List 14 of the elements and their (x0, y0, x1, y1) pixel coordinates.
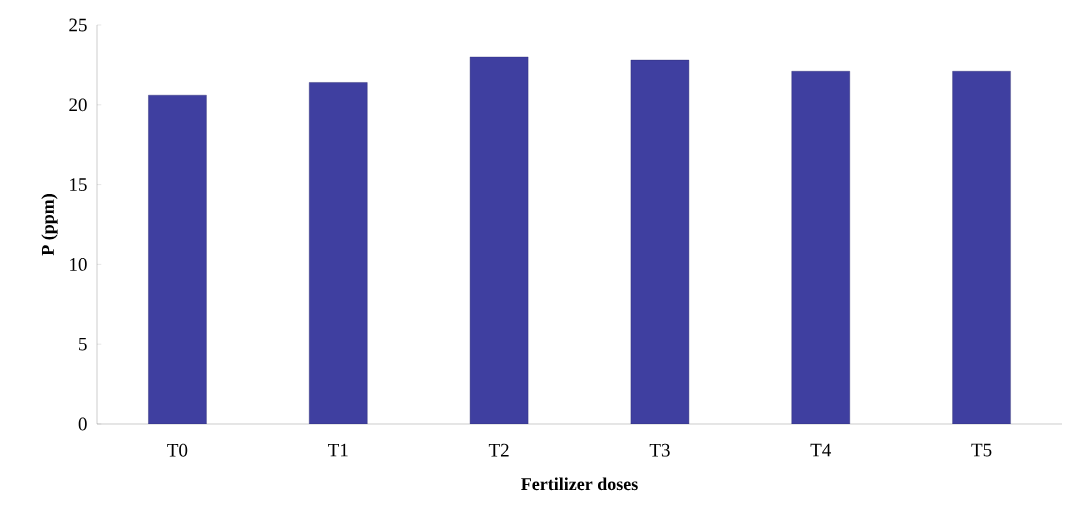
x-tick-label: T1 (328, 443, 348, 457)
y-tick-label: 25 (69, 18, 87, 32)
x-tick-label: T3 (649, 443, 670, 457)
y-tick-label: 10 (70, 258, 87, 271)
y-axis-title: P (ppm) (41, 194, 58, 256)
x-tick-label: T5 (971, 443, 992, 457)
y-tick-label: 15 (70, 178, 87, 191)
x-tick-label: T4 (810, 443, 832, 457)
y-tick-label: 20 (69, 98, 87, 112)
x-tick-label: T0 (167, 443, 188, 457)
y-tick-label: 5 (79, 337, 87, 351)
y-tick-label: 0 (78, 417, 87, 431)
x-axis-title: Fertilizer doses (521, 477, 638, 491)
x-tick-label: T2 (488, 443, 509, 457)
